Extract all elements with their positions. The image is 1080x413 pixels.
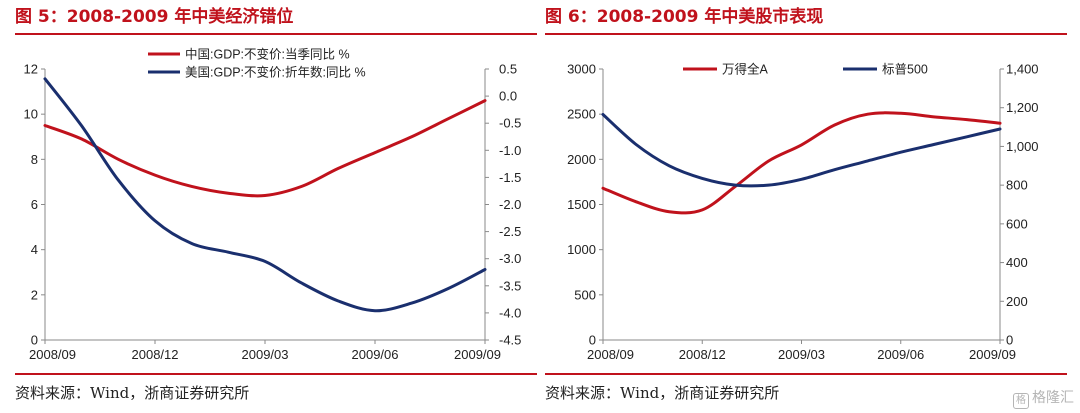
x-tick-label: 2008/09 <box>587 347 634 362</box>
left-tick-label: 8 <box>31 152 38 167</box>
left-tick-label: 3000 <box>567 62 596 77</box>
x-tick-label: 2008/09 <box>29 347 76 362</box>
legend-label: 美国:GDP:不变价:折年数:同比 % <box>185 65 366 80</box>
right-tick-label: 0.0 <box>499 89 517 104</box>
left-tick-label: 2500 <box>567 107 596 122</box>
legend-label: 中国:GDP:不变价:当季同比 % <box>185 47 350 62</box>
left-tick-label: 0 <box>589 333 596 348</box>
figure-6-panel: 图 6：2008-2009 年中美股市表现 0 500 1000 1500 2000 25… <box>545 0 1070 413</box>
right-tick-label: -1.0 <box>499 143 521 158</box>
x-tick-label: 2009/03 <box>778 347 825 362</box>
x-tick-label: 2009/06 <box>352 347 399 362</box>
right-tick-label: 0 <box>1006 333 1013 348</box>
legend-label: 万得全A <box>722 62 769 77</box>
x-tick-label: 2009/03 <box>242 347 289 362</box>
figure-5-bottom-rule <box>15 373 537 375</box>
figure-5-top-rule <box>15 33 537 35</box>
figure-6-bottom-rule <box>545 373 1067 375</box>
right-tick-label: 800 <box>1006 178 1028 193</box>
figure-6-title: 图 6：2008-2009 年中美股市表现 <box>545 7 824 27</box>
watermark-logo-icon: 格 <box>1013 393 1029 409</box>
right-tick-label: -4.5 <box>499 333 521 348</box>
left-tick-label: 1500 <box>567 197 596 212</box>
right-tick-label: -2.0 <box>499 197 521 212</box>
figure-5-chart: 0 2 4 6 8 10 12 0.5 0.0 -0.5 -1.0 -1.5 -2.0 -2.5 -3.0 -… <box>24 47 522 363</box>
right-tick-label: 1,200 <box>1006 100 1039 115</box>
series-line-left-axis <box>43 99 487 198</box>
figure-5-title: 图 5：2008-2009 年中美经济错位 <box>15 7 294 27</box>
x-tick-label: 2009/09 <box>969 347 1016 362</box>
left-tick-label: 4 <box>31 242 38 257</box>
right-tick-label: 200 <box>1006 294 1028 309</box>
left-tick-label: 2 <box>31 287 38 302</box>
left-tick-label: 12 <box>24 62 38 77</box>
right-tick-label: 1,400 <box>1006 62 1039 77</box>
x-tick-label: 2009/06 <box>877 347 924 362</box>
x-tick-label: 2009/09 <box>454 347 501 362</box>
figure-5-panel: 图 5：2008-2009 年中美经济错位 0 2 4 6 8 10 12 0.5 0.0 -0.… <box>15 0 540 413</box>
watermark-text: 格隆汇 <box>1032 390 1074 406</box>
figure-5-source: 资料来源：Wind，浙商证券研究所 <box>15 384 250 402</box>
figure-6-source: 资料来源：Wind，浙商证券研究所 <box>545 384 780 402</box>
series-line-right-axis <box>601 113 1002 188</box>
right-tick-label: -2.5 <box>499 224 521 239</box>
right-tick-label: 1,000 <box>1006 139 1039 154</box>
legend-label: 标普500 <box>882 63 928 77</box>
right-tick-label: 400 <box>1006 255 1028 270</box>
left-tick-label: 500 <box>574 287 596 302</box>
right-tick-label: -1.5 <box>499 170 521 185</box>
right-tick-label: -4.0 <box>499 305 521 320</box>
watermark: 格格隆汇 <box>1013 387 1074 409</box>
x-tick-label: 2008/12 <box>132 347 179 362</box>
series-line-right-axis <box>43 77 487 313</box>
left-tick-label: 0 <box>31 333 38 348</box>
right-tick-label: -3.0 <box>499 251 521 266</box>
left-tick-label: 6 <box>31 197 38 212</box>
figure-6-top-rule <box>545 33 1067 35</box>
series-line-left-axis <box>601 111 1002 215</box>
figure-6-chart: 0 500 1000 1500 2000 2500 3000 0 200 400 600 800 1,0… <box>567 62 1039 363</box>
right-tick-label: 600 <box>1006 216 1028 231</box>
x-tick-label: 2008/12 <box>679 347 726 362</box>
left-tick-label: 10 <box>24 107 38 122</box>
right-tick-label: -0.5 <box>499 116 521 131</box>
left-tick-label: 1000 <box>567 242 596 257</box>
right-tick-label: -3.5 <box>499 278 521 293</box>
right-tick-label: 0.5 <box>499 62 517 77</box>
left-tick-label: 2000 <box>567 152 596 167</box>
